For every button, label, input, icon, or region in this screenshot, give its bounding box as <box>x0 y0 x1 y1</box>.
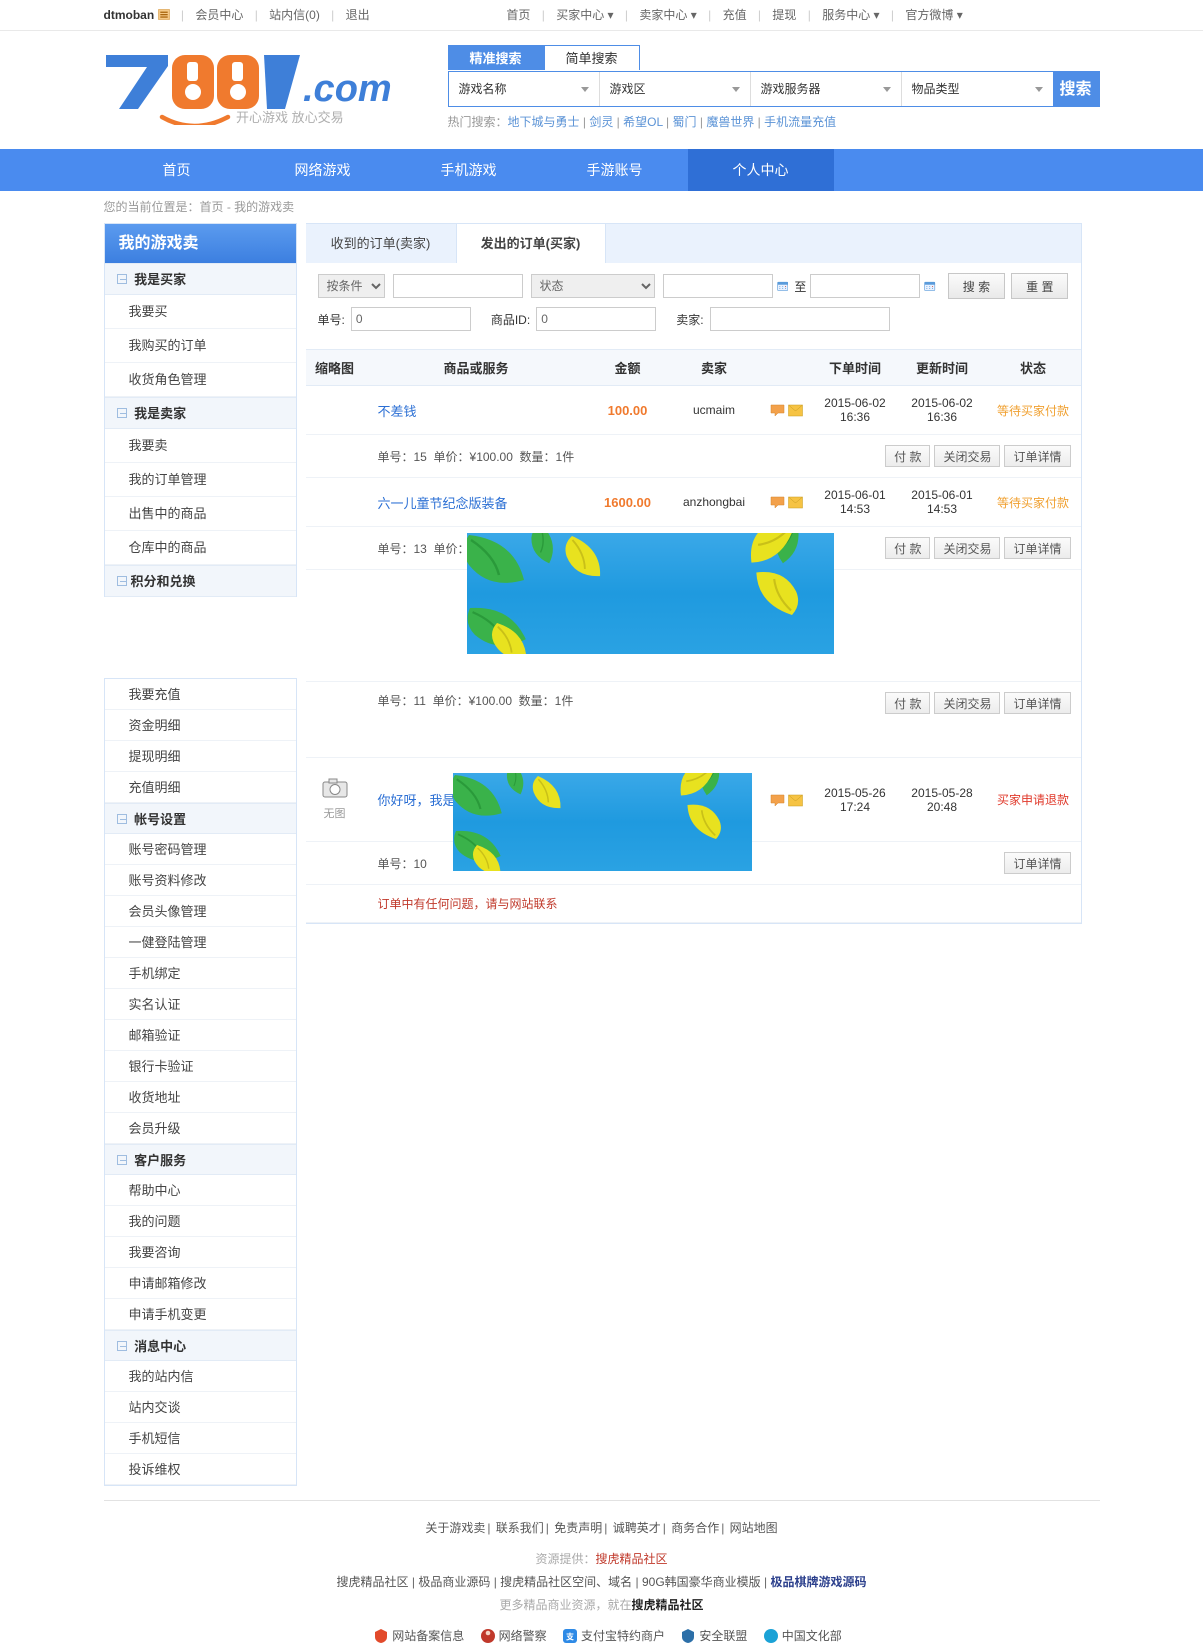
svg-text:.com: .com <box>303 68 392 110</box>
svg-text:支: 支 <box>566 1631 574 1641</box>
svg-text:开心游戏 放心交易: 开心游戏 放心交易 <box>236 110 344 125</box>
